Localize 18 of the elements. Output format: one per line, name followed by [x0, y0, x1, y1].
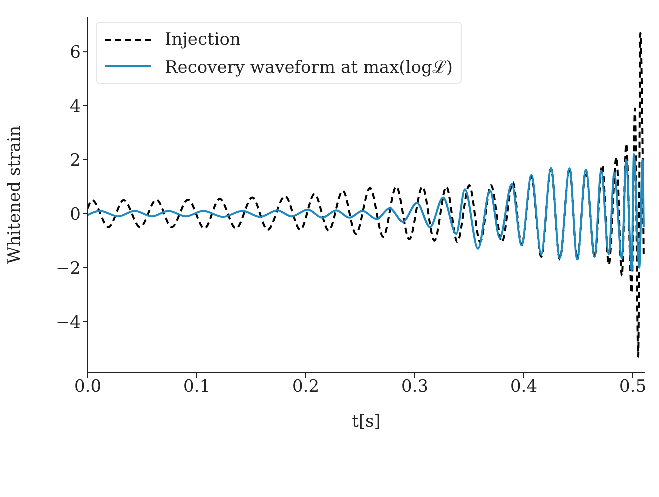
y-axis-title: Whitened strain [5, 126, 26, 264]
legend-label: Recovery waveform at max(logℒ) [165, 56, 453, 78]
line-series [88, 154, 645, 272]
x-tick-label: 0.5 [619, 377, 647, 398]
y-tick-label: −4 [56, 312, 81, 333]
x-tick-label: 0.1 [183, 377, 211, 398]
y-tick-label: −2 [56, 258, 81, 279]
legend-label: Injection [165, 30, 241, 50]
y-tick-label: 4 [70, 97, 81, 118]
y-tick-label: 0 [70, 204, 81, 225]
y-tick-label: 2 [70, 150, 81, 171]
line-series [88, 32, 645, 358]
x-tick-label: 0.4 [510, 377, 538, 398]
x-tick-label: 0.2 [292, 377, 320, 398]
x-axis-title: t[s] [352, 412, 381, 432]
x-tick-label: 0.0 [74, 377, 102, 398]
y-tick-label: 6 [70, 43, 81, 64]
x-tick-label: 0.3 [401, 377, 429, 398]
